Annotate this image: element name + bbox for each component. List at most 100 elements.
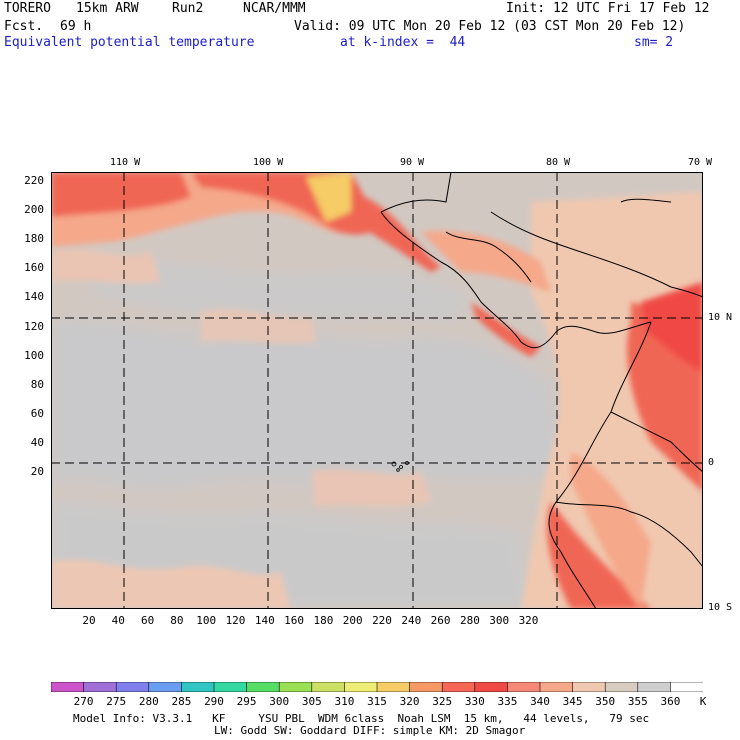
- coastline-mexico-north: [380, 172, 452, 213]
- colorbar-swatch: [278, 682, 313, 692]
- x-tick-label: 200: [342, 614, 363, 627]
- lon-label-100w: 100 W: [253, 157, 284, 168]
- coastline-central-america: [380, 211, 652, 349]
- x-tick-label: 60: [140, 614, 155, 627]
- border-south-america-1: [610, 411, 703, 473]
- lat-label-10s: 10 S: [708, 602, 733, 613]
- x-tick-label: 220: [372, 614, 392, 627]
- colorbar-swatch: [181, 682, 215, 692]
- y-tick-label: 160: [24, 261, 44, 275]
- colorbar-label: 335: [497, 695, 518, 708]
- colorbar-label: 300: [269, 695, 290, 708]
- border-central-america: [445, 231, 532, 283]
- x-tick-label: 40: [111, 614, 125, 627]
- coastlines: [380, 172, 703, 609]
- island: [391, 461, 397, 467]
- y-tick-label: 220: [24, 174, 44, 187]
- x-tick-label: 100: [196, 614, 217, 627]
- colorbar-swatch: [572, 682, 606, 692]
- warm-patch: [571, 452, 651, 609]
- graticule: [51, 172, 703, 609]
- warm-patch: [51, 559, 291, 609]
- warm-patch: [306, 172, 351, 222]
- y-tick-label: 80: [30, 377, 44, 391]
- coastline-caribbean: [490, 211, 703, 298]
- lon-label-70w: 70 W: [688, 157, 713, 168]
- footer-physics: LW: Godd SW: Goddard DIFF: simple KM: 2D…: [214, 724, 526, 737]
- colorbar-label: 345: [562, 695, 583, 708]
- colorbar-swatch: [246, 682, 281, 692]
- header-model: TORERO: [4, 1, 51, 16]
- colorbar-swatch: [115, 682, 150, 692]
- colorbar-swatch: [311, 682, 346, 692]
- x-tick-label: 180: [313, 614, 334, 627]
- colorbar-swatch: [213, 682, 248, 692]
- colorbar-label: 355: [627, 695, 648, 708]
- warm-patch: [51, 172, 191, 217]
- island: [396, 468, 400, 472]
- colorbar-label: 290: [204, 695, 224, 708]
- island: [399, 465, 403, 469]
- warm-patch: [641, 282, 703, 372]
- y-tick-label: 180: [24, 232, 44, 246]
- header-fcst-value: 69 h: [60, 19, 92, 34]
- x-tick-label: 140: [254, 614, 275, 627]
- colorbar-label: 305: [301, 695, 322, 708]
- warm-patch: [421, 231, 551, 292]
- colorbar-swatch: [670, 682, 703, 692]
- warm-high-patches: [51, 172, 703, 609]
- x-tick-label: 120: [225, 614, 246, 627]
- warm-patch: [311, 469, 431, 507]
- header-smoothing: sm= 2: [634, 35, 674, 50]
- y-tick-label: 100: [24, 348, 44, 362]
- warm-light-patches: [51, 192, 703, 609]
- warm-patch: [521, 192, 703, 609]
- header-valid: Valid: 09 UTC Mon 20 Feb 12 (03 CST Mon …: [294, 19, 686, 34]
- lon-label-80w: 80 W: [546, 157, 571, 168]
- colorbar-swatch: [474, 682, 509, 692]
- x-tick-label: 280: [459, 614, 480, 627]
- colorbar-label: 325: [432, 695, 453, 708]
- colorbar-label: 330: [464, 695, 485, 708]
- header-field: Equivalent potential temperature: [4, 35, 255, 50]
- colorbar-swatch: [441, 682, 476, 692]
- coastline-islands: [620, 198, 672, 203]
- colorbar-label: 270: [73, 695, 94, 708]
- y-tick-label: 140: [24, 290, 44, 304]
- lon-label-110w: 110 W: [110, 157, 141, 168]
- colorbar-label: 320: [399, 695, 420, 708]
- header-level: at k-index = 44: [340, 35, 466, 50]
- warm-patch: [351, 192, 441, 272]
- x-tick-label: 240: [401, 614, 422, 627]
- colorbar-label: 275: [106, 695, 127, 708]
- footer-model-info: Model Info: V3.3.1 KF YSU PBL WDM 6class…: [73, 712, 650, 725]
- y-tick-label: 120: [24, 319, 44, 333]
- colorbar-label: 350: [595, 695, 616, 708]
- x-tick-label: 260: [430, 614, 451, 627]
- header-org: NCAR/MMM: [243, 1, 306, 16]
- colorbar-swatch: [539, 682, 574, 692]
- header-resolution: 15km ARW: [76, 1, 139, 16]
- x-tick-label: 320: [518, 614, 539, 627]
- colorbar-unit: K: [699, 695, 707, 708]
- colorbar-swatch: [148, 682, 183, 692]
- lat-label-0: 0: [708, 457, 715, 468]
- warm-patch: [547, 502, 651, 609]
- colorbar-label: 315: [367, 695, 387, 708]
- colorbar-label: 310: [334, 695, 355, 708]
- map-frame: [51, 172, 703, 609]
- colorbar-swatch: [409, 682, 444, 692]
- colorbar-swatch: [637, 682, 672, 692]
- colorbar-label: 295: [236, 695, 257, 708]
- border-south-america-2: [555, 501, 703, 568]
- x-tick-label: 160: [284, 614, 305, 627]
- coastline-south-america: [548, 321, 652, 609]
- colorbar-swatch: [51, 682, 85, 692]
- y-tick-label: 20: [30, 465, 44, 478]
- colorbar-label: 280: [138, 695, 159, 708]
- cool-patch: [91, 259, 471, 322]
- lon-label-90w: 90 W: [400, 157, 425, 168]
- colorbar-swatch: [604, 682, 639, 692]
- x-tick-label: 20: [82, 614, 96, 627]
- cool-patch: [51, 319, 561, 490]
